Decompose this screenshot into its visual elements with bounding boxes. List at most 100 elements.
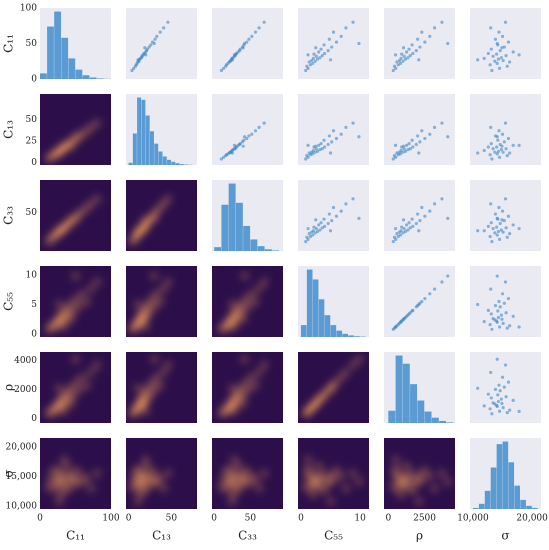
density-point: [228, 497, 237, 506]
density-point: [150, 355, 159, 364]
histogram-bar: [250, 239, 258, 251]
scatter-point: [497, 129, 501, 133]
panel: [384, 438, 455, 509]
scatter-point: [517, 409, 521, 414]
scatter-point: [503, 280, 508, 284]
panel: [384, 94, 455, 165]
histogram-bar: [149, 131, 154, 165]
scatter-point: [432, 287, 437, 291]
panel: [212, 438, 283, 509]
scatter-point: [505, 326, 509, 330]
density-point: [231, 468, 240, 477]
scatter-point: [323, 145, 327, 149]
density-point: [87, 123, 96, 132]
scatter-point: [339, 132, 343, 136]
y-tick-label: 0: [31, 330, 37, 340]
scatter-point: [505, 235, 509, 239]
density-point: [72, 466, 81, 475]
scatter-point: [310, 58, 314, 63]
scatter-point: [304, 239, 308, 244]
density-point: [75, 301, 84, 310]
scatter-point: [499, 148, 503, 152]
scatter-point: [143, 46, 147, 50]
y-tick-label: 50: [26, 208, 38, 218]
x-tick-label: 10: [354, 514, 366, 524]
density-point: [71, 355, 80, 364]
y-tick-label: 15,000: [6, 472, 38, 482]
x-axis-label: C₁₃: [152, 529, 171, 543]
panel-background: [298, 8, 369, 79]
density-point: [240, 272, 249, 281]
scatter-point: [392, 235, 397, 239]
scatter-point: [320, 53, 324, 58]
scatter-point: [351, 197, 355, 201]
scatter-point: [489, 125, 493, 129]
scatter-point: [243, 41, 247, 46]
scatter-point: [405, 223, 409, 227]
density-point: [430, 484, 439, 493]
density-point: [228, 300, 237, 309]
density-point: [133, 226, 142, 235]
scatter-point: [232, 53, 237, 57]
y-tick-label: 10: [26, 270, 38, 280]
scatter-point: [502, 301, 506, 305]
scatter-point: [136, 58, 140, 62]
scatter-point: [488, 234, 492, 239]
scatter-point: [344, 125, 348, 129]
density: [44, 455, 101, 506]
histogram-bar: [490, 467, 497, 509]
scatter-point: [488, 63, 492, 67]
density-point: [133, 497, 142, 506]
histogram-bar: [508, 462, 515, 509]
scatter-point: [508, 324, 512, 328]
scatter-point: [497, 237, 502, 242]
x-tick-label: 0: [37, 514, 43, 524]
density-point: [304, 455, 313, 464]
scatter-point: [489, 47, 493, 51]
scatter-point: [502, 140, 506, 144]
scatter-point: [432, 26, 437, 30]
panel: [470, 266, 541, 337]
density-point: [329, 476, 338, 485]
histogram-bar: [243, 225, 251, 251]
scatter-point: [414, 221, 418, 226]
density-point: [239, 315, 248, 324]
scatter-point: [406, 56, 410, 60]
scatter-point: [428, 132, 432, 136]
histogram-bar: [235, 202, 243, 251]
density-point: [67, 399, 76, 408]
scatter-point: [482, 229, 486, 233]
scatter-point: [407, 221, 411, 225]
scatter-point: [495, 61, 499, 65]
scatter-point: [497, 155, 502, 159]
scatter-point: [257, 125, 261, 129]
density-point: [141, 455, 150, 464]
scatter-point: [504, 226, 508, 230]
scatter-point: [517, 143, 521, 147]
scatter-point: [405, 314, 409, 318]
scatter-point: [311, 229, 315, 233]
scatter-point: [330, 45, 334, 49]
scatter-point: [401, 59, 405, 63]
density-point: [239, 306, 248, 315]
density: [127, 272, 172, 334]
histogram-bar: [228, 183, 236, 251]
scatter-point: [505, 64, 509, 68]
scatter-point: [344, 26, 348, 30]
density-point: [304, 407, 313, 416]
x-axis-label: σ: [501, 529, 509, 543]
y-tick-label: 5: [31, 300, 37, 310]
density-point: [326, 384, 335, 393]
density-point: [78, 289, 87, 298]
density-point: [247, 373, 256, 382]
density-point: [341, 368, 350, 377]
x-tick-label: 0: [126, 514, 132, 524]
scatter-point: [500, 34, 505, 39]
scatter-point: [318, 56, 322, 60]
density-point: [71, 477, 80, 486]
histogram-bar: [257, 246, 265, 251]
density: [44, 272, 101, 334]
density-point: [71, 132, 80, 141]
scatter-point: [503, 197, 508, 201]
panel: [126, 8, 197, 79]
